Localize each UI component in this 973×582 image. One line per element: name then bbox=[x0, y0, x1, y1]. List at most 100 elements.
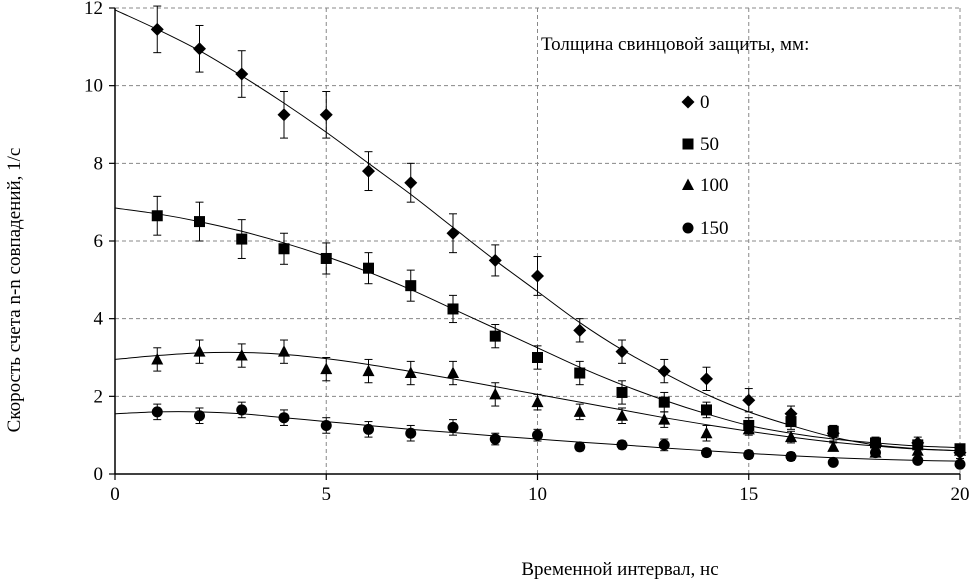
data-point-150 bbox=[363, 423, 374, 435]
data-point-100 bbox=[235, 349, 248, 361]
data-point-100 bbox=[827, 440, 840, 452]
data-point-0 bbox=[742, 393, 756, 407]
data-point-150 bbox=[489, 433, 501, 445]
data-point-100 bbox=[742, 422, 755, 435]
data-point-100 bbox=[404, 366, 417, 379]
data-point-150 bbox=[236, 404, 248, 416]
data-point-100 bbox=[193, 345, 206, 357]
x-tick-label: 20 bbox=[951, 484, 970, 505]
legend-item-100: 100 bbox=[682, 175, 729, 196]
data-point-50 bbox=[447, 303, 459, 315]
y-tick-label: 12 bbox=[84, 0, 103, 19]
data-point-50 bbox=[278, 243, 290, 255]
x-tick-label: 15 bbox=[739, 484, 758, 505]
data-point-0 bbox=[193, 42, 206, 56]
data-point-0 bbox=[150, 22, 164, 36]
y-tick-label: 4 bbox=[94, 309, 104, 330]
data-point-150 bbox=[870, 447, 881, 459]
data-point-0 bbox=[700, 372, 713, 386]
data-point-50 bbox=[574, 367, 586, 379]
data-point-50 bbox=[827, 425, 839, 437]
data-point-50 bbox=[785, 416, 797, 428]
data-point-100 bbox=[911, 444, 924, 456]
legend-marker bbox=[681, 95, 695, 109]
data-point-100 bbox=[320, 362, 333, 375]
data-point-50 bbox=[616, 386, 628, 398]
axes bbox=[109, 7, 961, 480]
data-point-50 bbox=[870, 437, 881, 449]
data-point-100 bbox=[700, 426, 713, 439]
data-point-150 bbox=[320, 419, 332, 431]
data-point-50 bbox=[405, 280, 417, 292]
y-tick-label: 10 bbox=[84, 76, 103, 97]
y-axis-title: Скорость счета n-n совпадений, 1/с bbox=[4, 148, 25, 433]
data-point-150 bbox=[743, 449, 755, 461]
data-point-150 bbox=[658, 439, 670, 451]
data-point-0 bbox=[657, 364, 671, 378]
data-point-150 bbox=[785, 451, 797, 463]
x-axis-title: Временной интервал, нс bbox=[521, 559, 718, 580]
x-tick-label: 0 bbox=[110, 484, 120, 505]
legend-title: Толщина свинцовой защиты, мм: bbox=[541, 34, 809, 55]
data-point-0 bbox=[235, 67, 249, 81]
legend-label: 50 bbox=[700, 134, 719, 155]
data-point-100 bbox=[489, 387, 502, 400]
data-point-100 bbox=[278, 345, 290, 357]
x-tick-label: 5 bbox=[322, 484, 332, 505]
data-point-150 bbox=[447, 421, 459, 433]
data-point-50 bbox=[194, 216, 205, 228]
data-point-0 bbox=[488, 253, 502, 267]
data-point-50 bbox=[151, 210, 163, 222]
legend: Толщина свинцовой защиты, мм: 0 50 100 150 bbox=[541, 34, 809, 239]
data-point-100 bbox=[616, 409, 628, 421]
legend-label: 0 bbox=[700, 92, 710, 113]
data-point-150 bbox=[405, 427, 417, 439]
data-point-0 bbox=[531, 269, 544, 283]
data-point-0 bbox=[277, 108, 291, 122]
data-point-100 bbox=[362, 364, 375, 377]
legend-label: 100 bbox=[700, 175, 729, 196]
data-point-0 bbox=[319, 108, 333, 122]
y-tick-label: 2 bbox=[94, 386, 104, 407]
data-point-50 bbox=[363, 262, 374, 274]
legend-marker bbox=[682, 138, 694, 150]
tick-labels: 0 5 10 15 20 0 2 4 6 8 10 12 bbox=[84, 0, 970, 505]
data-point-150 bbox=[912, 454, 924, 466]
data-point-0 bbox=[404, 176, 418, 190]
data-point-50 bbox=[532, 352, 543, 363]
data-point-150 bbox=[194, 410, 205, 422]
data-point-50 bbox=[701, 404, 712, 416]
data-point-150 bbox=[701, 447, 712, 459]
data-point-100 bbox=[573, 405, 586, 417]
data-point-150 bbox=[574, 441, 586, 453]
data-point-100 bbox=[954, 444, 966, 456]
y-tick-label: 6 bbox=[94, 231, 104, 252]
data-point-100 bbox=[658, 413, 671, 425]
data-point-100 bbox=[531, 395, 544, 408]
y-tick-label: 0 bbox=[94, 464, 104, 485]
data-point-50 bbox=[320, 252, 332, 264]
legend-item-150: 150 bbox=[682, 218, 729, 239]
data-point-150 bbox=[954, 458, 966, 470]
legend-items: 0 50 100 150 bbox=[681, 92, 729, 239]
legend-label: 150 bbox=[700, 218, 729, 239]
data-point-150 bbox=[278, 412, 290, 424]
legend-marker bbox=[682, 222, 694, 234]
legend-marker bbox=[682, 178, 694, 190]
data-point-50 bbox=[489, 330, 501, 342]
data-point-100 bbox=[151, 352, 164, 365]
data-point-50 bbox=[658, 396, 670, 408]
error-bars bbox=[153, 5, 964, 467]
data-point-100 bbox=[785, 430, 797, 443]
data-markers bbox=[150, 22, 967, 470]
legend-item-50: 50 bbox=[682, 134, 719, 155]
x-tick-label: 10 bbox=[528, 484, 547, 505]
data-point-50 bbox=[236, 233, 248, 245]
y-tick-label: 8 bbox=[94, 153, 104, 174]
data-point-150 bbox=[616, 439, 628, 451]
data-point-150 bbox=[827, 456, 839, 468]
data-point-0 bbox=[362, 164, 375, 178]
data-point-0 bbox=[573, 323, 587, 337]
data-point-0 bbox=[615, 345, 629, 359]
data-point-150 bbox=[532, 429, 543, 441]
